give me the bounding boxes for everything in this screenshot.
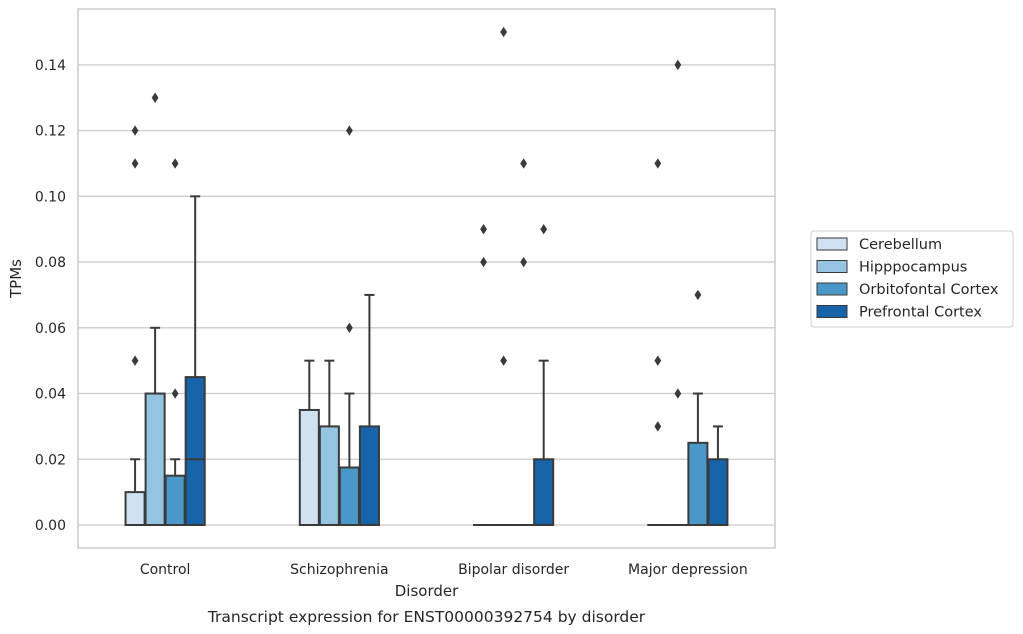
x-tick-label: Bipolar disorder bbox=[458, 562, 569, 578]
outlier-point bbox=[520, 158, 528, 169]
outlier-point bbox=[151, 92, 159, 103]
y-tick-label: 0.00 bbox=[35, 518, 66, 534]
y-tick-labels: 0.00 0.02 0.04 0.06 0.08 0.10 0.12 0.14 bbox=[35, 58, 66, 534]
legend-item: Prefrontal Cortex bbox=[816, 305, 982, 321]
outlier-point bbox=[171, 158, 179, 169]
outlier-point bbox=[345, 322, 353, 333]
outlier-point bbox=[674, 59, 682, 71]
outlier-point bbox=[480, 224, 487, 235]
y-tick-label: 0.02 bbox=[35, 452, 66, 468]
box-body bbox=[338, 466, 360, 526]
outlier-point bbox=[500, 355, 508, 366]
box-body bbox=[687, 441, 709, 526]
outlier-point bbox=[654, 158, 662, 169]
grid-lines bbox=[78, 64, 775, 526]
legend-swatch bbox=[816, 282, 848, 296]
outlier-point bbox=[540, 224, 548, 235]
box-orbitofontal-cortex bbox=[687, 392, 709, 526]
box-orbitofontal-cortex bbox=[338, 392, 360, 526]
box-cerebellum bbox=[298, 359, 320, 526]
outliers bbox=[131, 26, 702, 432]
y-axis-label: TPMs bbox=[7, 259, 25, 299]
x-tick-label: Major depression bbox=[628, 562, 748, 578]
y-tick-label: 0.12 bbox=[35, 124, 66, 140]
outlier-point bbox=[131, 355, 139, 366]
legend-label: Cerebellum bbox=[859, 237, 942, 253]
legend-swatch bbox=[816, 237, 848, 251]
y-tick-label: 0.04 bbox=[35, 387, 66, 403]
outlier-point bbox=[694, 289, 702, 301]
box-body bbox=[144, 392, 166, 526]
box-prefrontal-cortex bbox=[533, 359, 555, 526]
y-tick-label: 0.08 bbox=[35, 255, 66, 271]
legend-label: Orbitofontal Cortex bbox=[859, 282, 999, 298]
box-body bbox=[358, 425, 380, 526]
box-prefrontal-cortex bbox=[358, 293, 380, 526]
y-tick-label: 0.10 bbox=[35, 189, 66, 205]
box-hipppocampus bbox=[144, 326, 166, 526]
plot-frame bbox=[77, 8, 776, 549]
outlier-point bbox=[674, 388, 682, 399]
box-body bbox=[164, 474, 186, 526]
outlier-point bbox=[480, 256, 487, 268]
outlier-point bbox=[131, 158, 139, 169]
box-body bbox=[533, 458, 555, 526]
legend: Cerebellum Hipppocampus Orbitofontal Corte… bbox=[810, 230, 1014, 328]
x-tick-label: Schizophrenia bbox=[290, 562, 388, 578]
legend-item: Hipppocampus bbox=[816, 260, 967, 276]
outlier-point bbox=[654, 421, 662, 432]
x-tick-labels: Control Schizophrenia Bipolar disorder Majo… bbox=[140, 562, 748, 578]
box-body bbox=[707, 458, 729, 526]
x-axis-label: Disorder bbox=[395, 582, 459, 600]
box-body bbox=[124, 491, 146, 526]
box-body bbox=[318, 425, 340, 526]
boxes bbox=[124, 195, 729, 527]
box-cerebellum bbox=[124, 458, 146, 526]
outlier-point bbox=[345, 125, 353, 136]
y-tick-label: 0.06 bbox=[35, 321, 66, 337]
box-prefrontal-cortex bbox=[184, 195, 206, 526]
box-body bbox=[298, 408, 320, 526]
outlier-point bbox=[500, 26, 508, 38]
legend-swatch bbox=[816, 305, 848, 318]
outlier-point bbox=[171, 388, 179, 399]
box-body bbox=[184, 376, 206, 526]
outlier-point bbox=[520, 256, 528, 268]
legend-frame bbox=[810, 230, 1014, 328]
legend-swatch bbox=[816, 260, 848, 273]
box-prefrontal-cortex bbox=[707, 425, 729, 526]
outlier-point bbox=[131, 125, 139, 136]
box-orbitofontal-cortex bbox=[164, 458, 186, 526]
legend-item: Orbitofontal Cortex bbox=[816, 282, 999, 298]
legend-label: Prefrontal Cortex bbox=[859, 305, 982, 321]
chart-caption: Transcript expression for ENST0000039275… bbox=[207, 608, 646, 626]
x-tick-label: Control bbox=[140, 562, 191, 578]
y-tick-label: 0.14 bbox=[35, 58, 66, 74]
outlier-point bbox=[654, 355, 662, 366]
legend-label: Hipppocampus bbox=[859, 260, 967, 276]
box-hipppocampus bbox=[318, 359, 340, 526]
legend-item: Cerebellum bbox=[816, 237, 942, 253]
